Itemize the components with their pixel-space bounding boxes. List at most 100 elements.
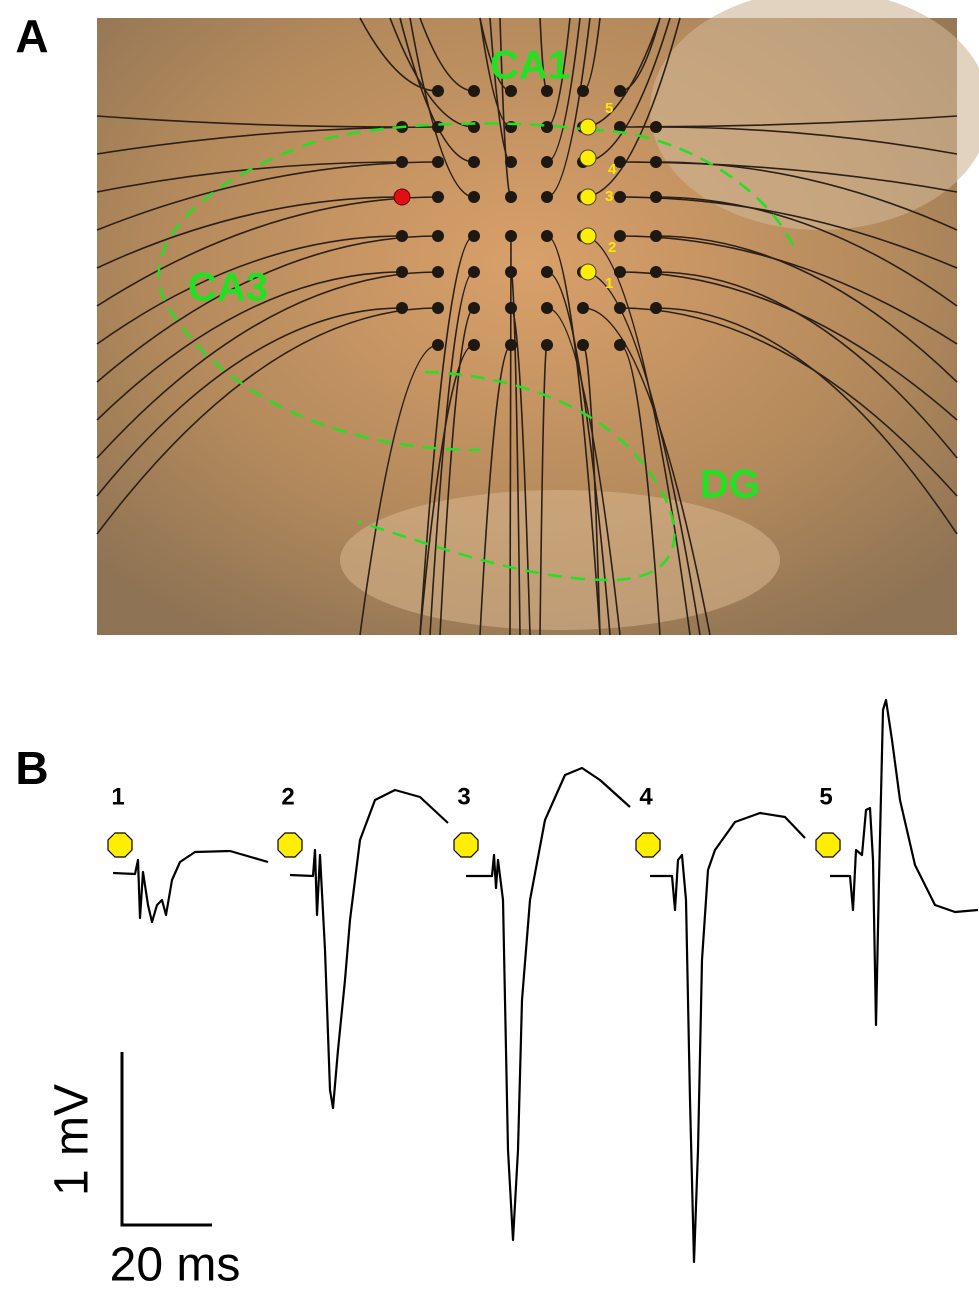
trace-marker	[453, 832, 479, 858]
electrode	[468, 230, 480, 242]
trace-marker	[107, 832, 133, 858]
electrode	[468, 339, 480, 351]
electrode	[541, 339, 553, 351]
wire	[655, 126, 958, 155]
electrode	[577, 302, 589, 314]
wire	[359, 17, 439, 92]
wire	[96, 271, 403, 421]
wire	[96, 115, 403, 128]
wire	[619, 271, 958, 421]
electrode	[468, 302, 480, 314]
electrode	[432, 266, 444, 278]
wire	[655, 235, 958, 383]
wire	[655, 307, 958, 535]
wire	[655, 161, 958, 231]
region-outline	[357, 370, 676, 582]
trace	[650, 811, 806, 1264]
electrode	[577, 85, 589, 97]
scale-bar	[120, 1052, 212, 1227]
wire	[409, 17, 475, 198]
electrode	[650, 191, 662, 203]
wire	[96, 307, 439, 535]
region-label: CA3	[188, 266, 268, 310]
trace-label: 5	[819, 783, 832, 810]
trace-markers: 1 2 3 4 5	[107, 783, 841, 858]
wire	[419, 344, 475, 636]
trace-label: 3	[457, 783, 470, 810]
electrode	[468, 156, 480, 168]
electrode	[541, 266, 553, 278]
wire	[429, 271, 475, 636]
wire	[546, 307, 621, 636]
trace	[830, 698, 979, 1027]
trace-label: 2	[281, 783, 294, 810]
wire	[359, 344, 439, 636]
panel-label: A	[15, 10, 48, 62]
electrode	[577, 339, 589, 351]
stim-electrode	[393, 188, 411, 206]
region-outline	[589, 128, 797, 251]
wire	[546, 271, 611, 636]
wire	[619, 344, 661, 636]
electrode	[650, 302, 662, 314]
wire	[96, 235, 439, 383]
electrode	[614, 266, 626, 278]
wire	[510, 271, 521, 636]
panel-b: 1 2 3 4 5 1 mV 20 ms	[46, 698, 979, 1289]
electrode	[614, 191, 626, 203]
electrode	[541, 302, 553, 314]
electrode	[541, 230, 553, 242]
wire	[619, 307, 958, 497]
electrode	[396, 302, 408, 314]
electrode	[614, 156, 626, 168]
recording-electrode	[579, 227, 597, 245]
trace	[289, 788, 449, 1110]
scale-voltage: 1 mV	[46, 1084, 99, 1196]
electrode	[650, 230, 662, 242]
electrode	[505, 85, 517, 97]
region-outline	[157, 122, 591, 452]
trace-marker	[635, 832, 661, 858]
wire	[389, 17, 475, 128]
wire	[439, 307, 475, 636]
electrode	[432, 191, 444, 203]
wire	[619, 235, 958, 345]
electrode	[650, 266, 662, 278]
slice-shade	[650, 0, 979, 230]
electrode-label: 3	[605, 188, 613, 205]
region-label: CA1	[490, 44, 570, 88]
wire	[509, 235, 512, 636]
electrode	[396, 156, 408, 168]
electrode	[541, 156, 553, 168]
wire	[619, 196, 958, 269]
electrode	[396, 230, 408, 242]
electrode	[541, 85, 553, 97]
wire	[96, 196, 439, 307]
wire	[582, 235, 691, 636]
slice-shade	[340, 490, 780, 630]
wire	[655, 196, 958, 307]
electrode	[505, 339, 517, 351]
electrode-label: 5	[605, 100, 613, 117]
electrode	[505, 191, 517, 203]
trace-label: 4	[639, 783, 653, 810]
recording-electrode	[579, 263, 597, 281]
wire	[96, 235, 403, 345]
panel-a: CA1 CA3 DG 1 2 3 4 5	[96, 0, 979, 636]
electrode-label: 1	[605, 275, 613, 292]
electrode	[432, 121, 444, 133]
wire	[96, 196, 403, 269]
recording-electrode	[579, 188, 597, 206]
electrode-label: 2	[608, 239, 616, 256]
electrode	[650, 121, 662, 133]
electrode	[505, 156, 517, 168]
electrode	[614, 85, 626, 97]
electrode	[432, 230, 444, 242]
electrode	[432, 302, 444, 314]
wire	[96, 161, 439, 231]
electrode	[432, 339, 444, 351]
wire	[655, 271, 958, 459]
electrode	[505, 302, 517, 314]
electrode	[505, 266, 517, 278]
